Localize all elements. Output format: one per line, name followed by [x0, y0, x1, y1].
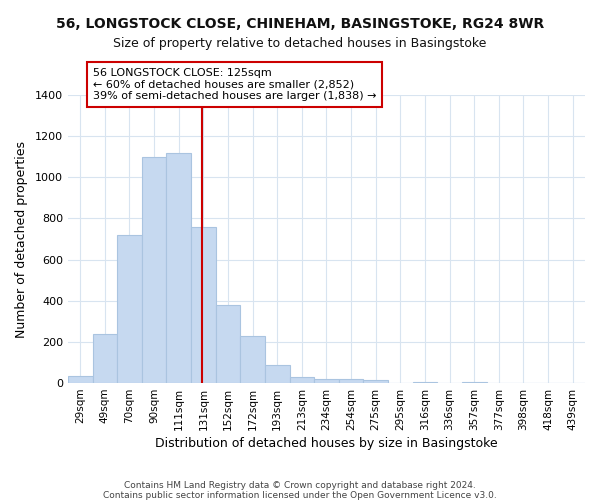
Text: Size of property relative to detached houses in Basingstoke: Size of property relative to detached ho…: [113, 38, 487, 51]
Bar: [290, 377, 314, 383]
Text: Contains public sector information licensed under the Open Government Licence v3: Contains public sector information licen…: [103, 490, 497, 500]
Text: Contains HM Land Registry data © Crown copyright and database right 2024.: Contains HM Land Registry data © Crown c…: [124, 482, 476, 490]
Bar: [166, 152, 191, 383]
Bar: [314, 379, 339, 383]
Text: 56 LONGSTOCK CLOSE: 125sqm
← 60% of detached houses are smaller (2,852)
39% of s: 56 LONGSTOCK CLOSE: 125sqm ← 60% of deta…: [92, 68, 376, 101]
Bar: [92, 334, 117, 383]
Bar: [117, 235, 142, 383]
Bar: [191, 226, 215, 383]
Bar: [265, 364, 290, 383]
X-axis label: Distribution of detached houses by size in Basingstoke: Distribution of detached houses by size …: [155, 437, 498, 450]
Y-axis label: Number of detached properties: Number of detached properties: [15, 140, 28, 338]
Bar: [339, 379, 364, 383]
Bar: [240, 336, 265, 383]
Bar: [215, 305, 240, 383]
Bar: [142, 156, 166, 383]
Text: 56, LONGSTOCK CLOSE, CHINEHAM, BASINGSTOKE, RG24 8WR: 56, LONGSTOCK CLOSE, CHINEHAM, BASINGSTO…: [56, 18, 544, 32]
Bar: [462, 382, 487, 383]
Bar: [413, 382, 437, 383]
Bar: [68, 376, 92, 383]
Bar: [364, 380, 388, 383]
